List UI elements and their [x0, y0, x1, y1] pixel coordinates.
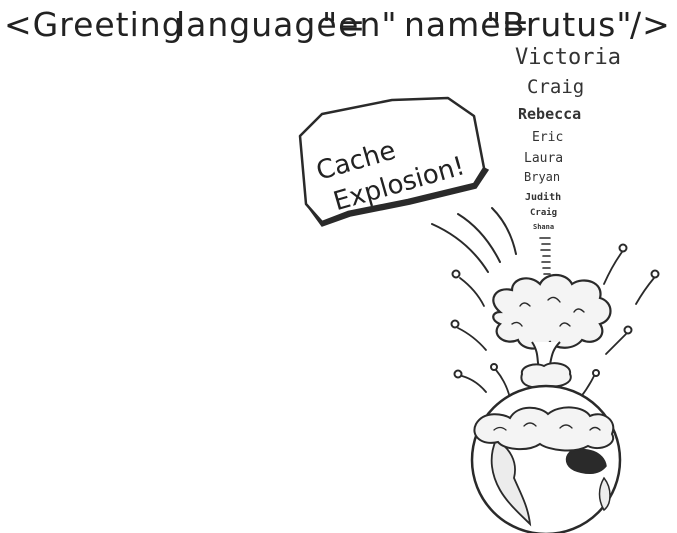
name-item: Rebecca	[518, 105, 581, 123]
bubble-motion-lines	[431, 207, 517, 273]
code-attr-name-value: "Brutus"	[486, 5, 633, 44]
cloud-cap	[492, 273, 612, 350]
earth-globe	[470, 384, 622, 533]
name-item: Bryan	[524, 170, 560, 184]
code-attr-name: name=	[404, 5, 530, 44]
earth-continent	[565, 448, 607, 474]
code-tag-open: <Greeting	[4, 5, 184, 44]
name-cascade: Victoria Craig Rebecca Eric Laura Bryan …	[515, 45, 621, 231]
name-item: Eric	[532, 130, 563, 145]
name-item: Victoria	[515, 45, 621, 70]
earth-continent	[490, 438, 532, 527]
name-item: Judith	[525, 191, 561, 203]
code-tag-close: />	[630, 5, 671, 44]
name-item: Shana	[533, 223, 554, 231]
greeting-code-line: <Greeting language= "en" name= "Brutus" …	[4, 5, 671, 44]
earth-continent	[598, 476, 611, 512]
code-attr-language-value: "en"	[322, 5, 398, 44]
name-item: Laura	[524, 151, 563, 166]
speech-bubble: Cache Explosion!	[298, 96, 490, 227]
blast-smoke-base	[473, 406, 615, 452]
name-item: Craig	[527, 76, 584, 98]
debris-particles	[450, 243, 660, 399]
name-trail-dashes	[539, 237, 551, 281]
cloud-ring	[520, 362, 572, 389]
speech-bubble-shadow	[305, 167, 490, 227]
name-item: Craig	[530, 207, 557, 218]
code-attr-language: language=	[176, 5, 366, 44]
